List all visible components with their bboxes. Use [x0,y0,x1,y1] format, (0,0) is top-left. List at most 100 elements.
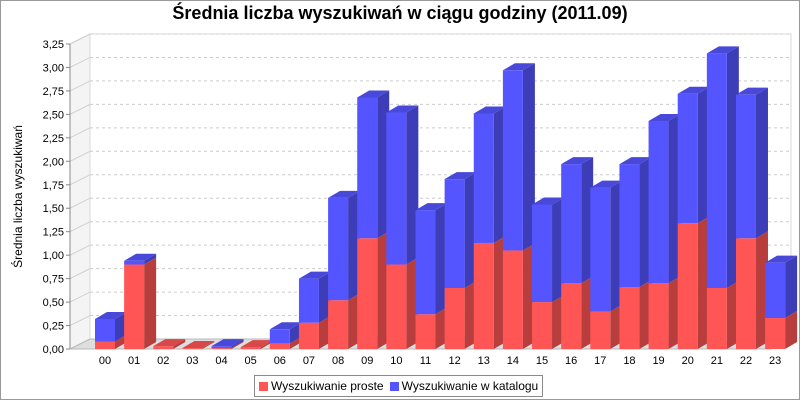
bar-katalog-16-front [561,164,582,284]
bar-katalog-00-side [115,311,127,342]
bar-katalog-15-side [552,197,565,303]
bar-top-13 [473,106,506,114]
bar-top-15 [532,197,565,205]
bar-katalog-12-front [444,179,465,288]
bar-proste-23-front [765,318,786,349]
y-tick-label: 1,25 [43,227,64,239]
bar-katalog-15-front [532,204,553,303]
bar-proste-15-side [552,295,565,349]
bar-proste-19-side [668,276,681,349]
x-tick-label: 15 [536,355,548,367]
gridline-side [69,57,91,68]
bar-proste-22-side [755,231,768,349]
bar-top-04 [211,339,244,347]
y-tick-label: 0,00 [43,344,64,356]
legend: Wyszukiwanie proste Wyszukiwanie w katal… [254,375,544,397]
chart-title: Średnia liczba wyszukiwań w ciągu godzin… [172,3,628,23]
bar-top-10 [386,105,419,113]
bar-proste-14-side [522,243,535,349]
bar-proste-12-front [444,288,465,349]
bar-proste-11-front [415,314,436,349]
bar-proste-07-side [318,315,331,349]
bar-proste-06-front [269,343,290,349]
bar-proste-23-side [785,311,798,349]
x-tick-label: 05 [245,355,257,367]
bar-katalog-17-front [590,187,611,312]
bar-katalog-07-front [298,278,319,323]
bar-top-08 [328,190,361,198]
bar-top-02 [153,339,186,347]
legend-swatch-katalog [389,381,399,391]
x-tick-label: 03 [186,355,198,367]
x-tick-label: 18 [623,355,635,367]
gridline-side [69,33,91,45]
left-wall [69,33,91,350]
bar-katalog-01-front [124,260,145,265]
bar-katalog-19-front [648,120,669,284]
y-tick-label: 0,25 [43,321,64,333]
y-tick-label: 1,00 [43,250,64,262]
bar-proste-09-front [357,238,378,349]
bar-proste-10-front [386,264,407,349]
x-tick-label: 21 [711,355,723,367]
x-tick-label: 04 [215,355,227,367]
y-tick-label: 0,75 [43,274,64,286]
bar-katalog-06-front [269,329,290,344]
bar-proste-06-side [289,336,302,349]
y-tick-label: 2,50 [43,109,64,121]
bar-proste-05-side [260,340,273,349]
bar-proste-01-side [144,257,157,349]
bar-katalog-23-front [765,262,786,319]
x-tick-label: 09 [361,355,373,367]
bar-top-09 [357,90,390,98]
bar-katalog-08-side [348,190,361,301]
bar-proste-20-front [677,223,698,349]
gridline-side [69,291,91,303]
bar-katalog-17-side [610,180,623,312]
bar-katalog-06-side [289,322,302,344]
bar-katalog-20-front [677,93,698,224]
bar-top-20 [677,86,710,94]
gridline-side [69,197,91,209]
bar-katalog-08-front [328,197,349,301]
x-tick-label: 13 [478,355,490,367]
bar-katalog-09-front [357,97,378,239]
gridline-side [69,244,91,256]
y-tick-label: 3,25 [43,39,64,51]
bar-proste-01-front [124,264,145,349]
x-tick-label: 08 [332,355,344,367]
bar-top-18 [619,157,652,165]
bar-katalog-10-side [406,105,419,265]
bar-katalog-01-side [144,253,157,265]
bar-top-05 [240,340,273,348]
bar-top-19 [648,113,681,121]
bar-top-11 [415,203,448,211]
bar-proste-02-side [173,339,186,349]
bar-top-00 [95,311,127,319]
bar-proste-17-front [590,311,611,349]
bar-katalog-18-side [639,157,652,288]
bar-katalog-22-side [755,87,768,239]
bar-proste-13-side [493,235,506,349]
bar-katalog-22-front [735,94,756,239]
bar-katalog-21-front [706,53,727,289]
x-tick-label: 10 [390,355,402,367]
x-tick-label: 19 [652,355,664,367]
bar-proste-03-side [202,341,215,349]
x-tick-label: 11 [420,355,431,367]
bar-katalog-16-side [581,157,594,284]
bar-proste-18-front [619,287,640,349]
x-tick-label: 01 [128,355,140,367]
x-tick-label: 14 [507,355,519,367]
y-tick-label: 3,00 [43,62,64,74]
legend-label-proste: Wyszukiwanie proste [271,379,384,393]
x-tick-label: 06 [274,355,286,367]
gridline-side [69,315,91,326]
bar-katalog-20-side [697,86,710,224]
bar-proste-04-side [231,341,244,349]
bar-katalog-00-front [95,318,115,342]
bar-proste-13-front [473,242,494,349]
bar-top-06 [269,322,302,330]
bar-katalog-10-front [386,112,407,265]
bar-top-01 [124,253,157,261]
